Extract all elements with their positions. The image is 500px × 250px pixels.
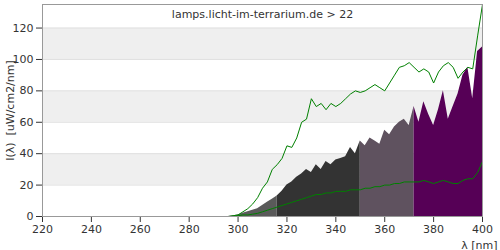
svg-text:0: 0 — [27, 210, 34, 223]
svg-text:280: 280 — [179, 223, 200, 236]
svg-text:380: 380 — [423, 223, 444, 236]
svg-text:100: 100 — [12, 53, 34, 66]
svg-text:400: 400 — [472, 223, 493, 236]
svg-text:300: 300 — [228, 223, 249, 236]
svg-text:40: 40 — [20, 147, 34, 160]
svg-text:lamps.licht-im-terrarium.de >: lamps.licht-im-terrarium.de > 22 — [172, 8, 353, 21]
svg-text:260: 260 — [130, 223, 151, 236]
svg-text:λ [nm]: λ [nm] — [461, 239, 497, 250]
svg-text:80: 80 — [20, 84, 34, 97]
svg-text:240: 240 — [81, 223, 102, 236]
svg-text:120: 120 — [13, 22, 34, 35]
svg-text:I(λ) [uW/cm2/nm]: I(λ) [uW/cm2/nm] — [4, 60, 17, 161]
svg-text:220: 220 — [32, 223, 53, 236]
svg-text:320: 320 — [276, 223, 297, 236]
svg-text:60: 60 — [20, 116, 34, 129]
svg-text:340: 340 — [325, 223, 346, 236]
svg-text:360: 360 — [374, 223, 395, 236]
svg-text:20: 20 — [20, 179, 34, 192]
